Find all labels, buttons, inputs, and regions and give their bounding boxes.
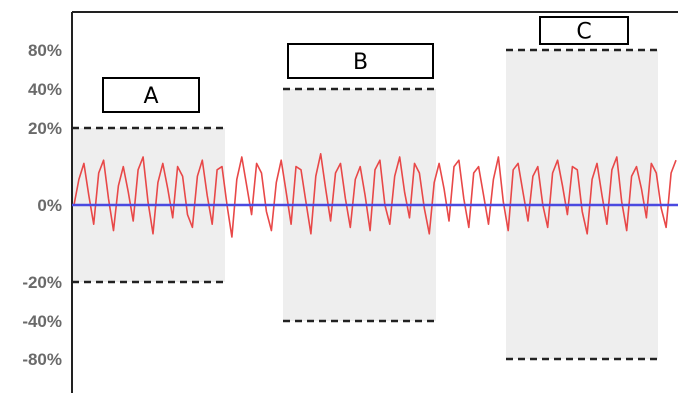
y-tick-label: -40% [22,312,62,331]
y-tick-label: 20% [28,119,62,138]
band-label-box-a [102,77,200,113]
band-label-box-c [539,16,629,45]
y-tick-label: 0% [37,196,62,215]
y-tick-labels: 80% 40% 20% 0% -20% -40% -80% [22,41,62,369]
band-label-c: C [576,20,591,45]
series-lines [72,153,678,238]
axes [71,11,678,393]
band-limit-lines [72,48,658,361]
y-tick-label: -20% [22,273,62,292]
band-label-boxes: A B C [102,16,629,113]
y-tick-label: 40% [28,80,62,99]
series-line-signal [73,153,677,238]
y-tick-label: 80% [28,41,62,60]
band-label-b: B [353,50,368,75]
y-tick-label: -80% [22,350,62,369]
band-label-a: A [143,84,158,109]
band-label-box-b [287,43,434,79]
